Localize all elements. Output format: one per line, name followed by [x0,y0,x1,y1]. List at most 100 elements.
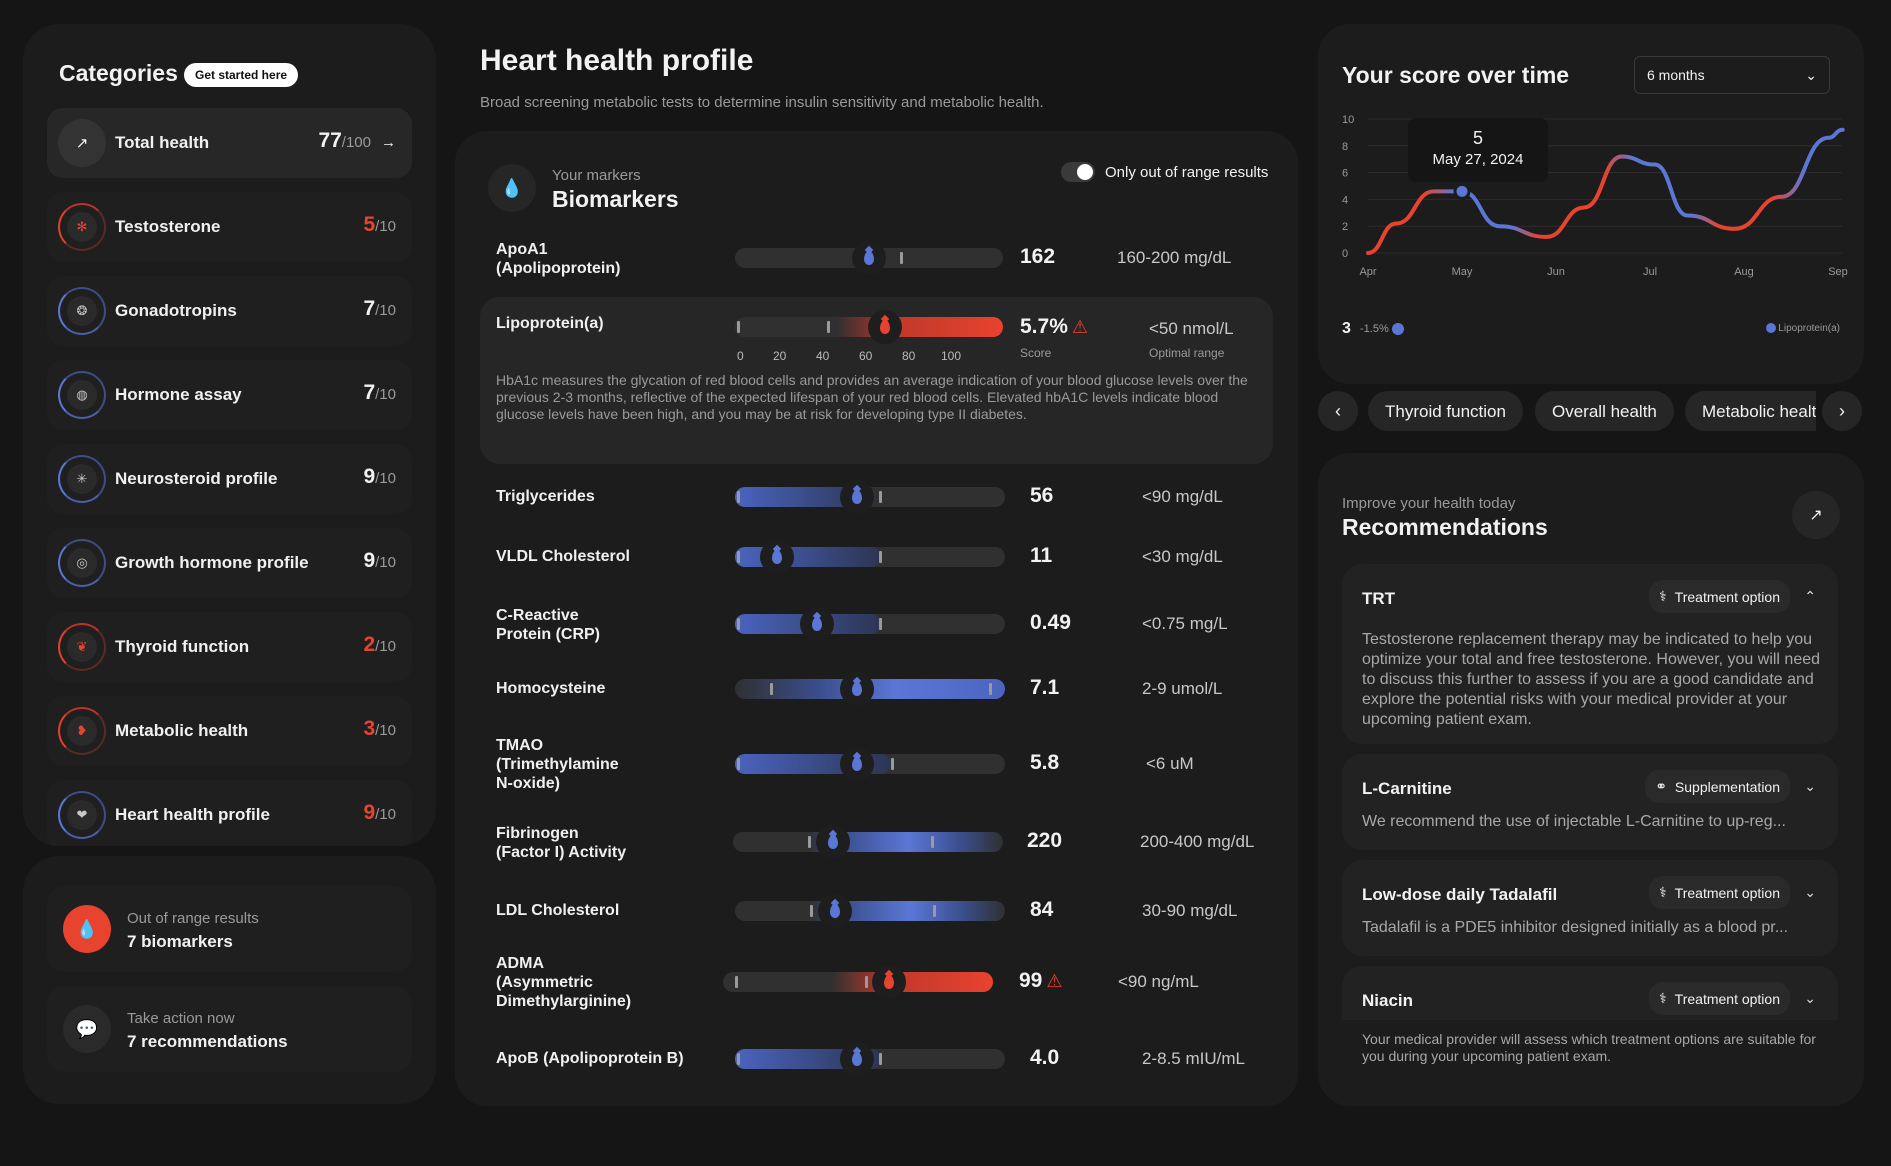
category-growth-hormone-profile[interactable]: ◎ Growth hormone profile 9/10 [47,528,412,598]
growth-hormone-icon: ◎ [58,539,106,587]
biomarker-value: 220 [1027,829,1063,852]
range-tick [770,683,773,695]
range-bar [735,480,1005,514]
biomarker-row-adma[interactable]: ADMA (Asymmetric Dimethylarginine) 99 ⚠ <… [455,954,1298,1014]
category-score: 77/100 → [318,129,396,152]
tab-metabolic-health[interactable]: Metabolic health [1685,391,1816,431]
biomarker-row-crp[interactable]: C-Reactive Protein (CRP) 0.49 <0.75 mg/L [455,606,1298,650]
biomarker-range: 2-9 umol/L [1142,679,1223,698]
get-started-button[interactable]: Get started here [184,63,299,87]
recommendation-name: Niacin [1362,991,1414,1010]
biomarker-row-ldl[interactable]: LDL Cholesterol 84 30-90 mg/dL [455,894,1298,941]
value-marker[interactable] [818,894,852,928]
axis-label: 0 [737,349,744,363]
biomarker-name: ApoA1 (Apolipoprotein) [496,241,621,277]
biomarker-name: LDL Cholesterol [496,902,620,919]
stomach-icon: ❥ [58,707,106,755]
category-label: Growth hormone profile [115,553,309,572]
category-neurosteroid-profile[interactable]: ✳ Neurosteroid profile 9/10 [47,444,412,514]
categories-panel: Categories Get started here ↗ Total heal… [23,24,436,846]
summary-panel: 💧 Out of range results 7 biomarkers 💬 Ta… [23,856,436,1104]
biomarker-range: <50 nmol/L [1149,319,1234,338]
value-marker[interactable] [840,747,874,781]
range-tick [737,618,740,630]
recommendations-footer: Your medical provider will assess which … [1362,1031,1816,1064]
recommendation-card-trt[interactable]: TRT ⚕ Treatment option ⌃ Testosterone rep… [1342,564,1838,744]
period-select[interactable]: 6 months ⌄ [1634,56,1830,94]
value-marker[interactable] [840,672,874,706]
category-total-health[interactable]: ↗ Total health 77/100 → [47,108,412,178]
chevron-up-icon[interactable]: ⌃ [1804,588,1816,604]
chevron-down-icon[interactable]: ⌄ [1804,778,1816,794]
biomarker-name: Triglycerides [496,488,595,505]
biomarker-row-homocysteine[interactable]: Homocysteine 7.1 2-9 umol/L [455,672,1298,719]
axis-label: 40 [816,349,830,363]
category-label: Gonadotropins [115,301,237,320]
category-thyroid-function[interactable]: ❦ Thyroid function 2/10 [47,612,412,682]
biomarker-value: 162 [1020,245,1056,268]
value-marker[interactable] [840,1042,874,1076]
biomarker-range: 2-8.5 mIU/mL [1142,1049,1245,1068]
category-gonadotropins[interactable]: ❂ Gonadotropins 7/10 [47,276,412,346]
chevron-down-icon[interactable]: ⌄ [1804,990,1816,1006]
biomarker-row-apob[interactable]: ApoB (Apolipoprotein B) 4.0 2-8.5 mIU/mL [455,1042,1298,1089]
tabs-prev-button[interactable]: ‹ [1318,391,1358,431]
value-marker[interactable] [800,607,834,641]
biomarker-row-vldl[interactable]: VLDL Cholesterol 11 <30 mg/dL [455,540,1298,587]
value-marker[interactable] [760,540,794,574]
summary-main: 7 recommendations [127,1032,288,1051]
biomarker-name: Fibrinogen (Factor I) Activity [496,825,627,861]
chart-legend: Lipoprotein(a) [1765,323,1840,334]
category-score: 9/10 [363,549,396,572]
range-tick [808,836,811,848]
recommendation-tag: ⚭ Supplementation [1645,770,1790,803]
recommendation-card-l-carnitine[interactable]: L-Carnitine ⚭ Supplementation ⌄ We recomm… [1342,754,1838,850]
category-label: Total health [115,133,210,152]
recommendation-tag: ⚕ Treatment option [1649,982,1790,1015]
summary-main: 7 biomarkers [127,932,233,951]
recommendation-card-tadalafil[interactable]: Low-dose daily Tadalafil ⚕ Treatment opti… [1342,860,1838,956]
chart-title: Your score over time [1342,62,1570,88]
take-action-summary[interactable]: 💬 Take action now 7 recommendations [47,986,412,1072]
recommendation-text: Testosterone replacement therapy may be … [1362,631,1821,728]
trend-icon: ↗ [58,119,106,167]
out-of-range-summary[interactable]: 💧 Out of range results 7 biomarkers [47,886,412,972]
toggle-switch[interactable] [1061,162,1095,182]
category-label: Hormone assay [115,385,242,404]
biomarker-row-triglycerides[interactable]: Triglycerides 56 <90 mg/dL [455,480,1298,527]
open-recommendations-button[interactable]: ↗ [1792,491,1840,539]
biomarkers-title: Biomarkers [552,186,679,212]
tab-thyroid-function[interactable]: Thyroid function [1368,391,1523,431]
category-testosterone[interactable]: ✻ Testosterone 5/10 [47,192,412,262]
category-metabolic-health[interactable]: ❥ Metabolic health 3/10 [47,696,412,766]
biomarkers-panel: 💧 Your markers Biomarkers Only out of ra… [455,131,1298,1106]
range-tick [989,683,992,695]
range-bar [735,310,1003,344]
value-marker[interactable] [872,965,906,999]
current-score: 3 [1342,320,1351,337]
tabs-next-button[interactable]: › [1822,391,1862,431]
tab-overall-health[interactable]: Overall health [1535,391,1674,431]
biomarker-row-apoa1[interactable]: ApoA1 (Apolipoprotein) 162 160-200 mg/dL [455,240,1298,290]
recommendation-card-niacin[interactable]: Niacin ⚕ Treatment option ⌄ [1342,966,1838,1020]
value-marker[interactable] [852,241,886,275]
summary-sub: Take action now [127,1010,235,1027]
biomarker-range: 30-90 mg/dL [1142,901,1238,920]
value-marker[interactable] [840,480,874,514]
chevron-down-icon[interactable]: ⌄ [1804,884,1816,900]
y-tick-label: 10 [1342,114,1354,126]
recommendation-tag: ⚕ Treatment option [1649,580,1790,613]
range-fill [735,547,881,567]
hover-point[interactable] [1453,182,1471,200]
biomarker-row-fibrinogen[interactable]: Fibrinogen (Factor I) Activity 220 200-4… [455,824,1298,868]
categories-title: Categories [59,60,178,86]
biomarker-row-tmao[interactable]: TMAO (Trimethylamine N-oxide) 5.8 <6 uM [455,736,1298,796]
category-heart-health-profile[interactable]: ❤ Heart health profile 9/10 [47,780,412,846]
category-hormone-assay[interactable]: ◍ Hormone assay 7/10 [47,360,412,430]
category-score: 7/10 [363,297,396,320]
value-marker[interactable] [868,310,902,344]
out-of-range-toggle[interactable]: Only out of range results [1061,162,1268,182]
range-tick [737,321,740,333]
value-marker[interactable] [816,825,850,859]
range-tick [737,551,740,563]
